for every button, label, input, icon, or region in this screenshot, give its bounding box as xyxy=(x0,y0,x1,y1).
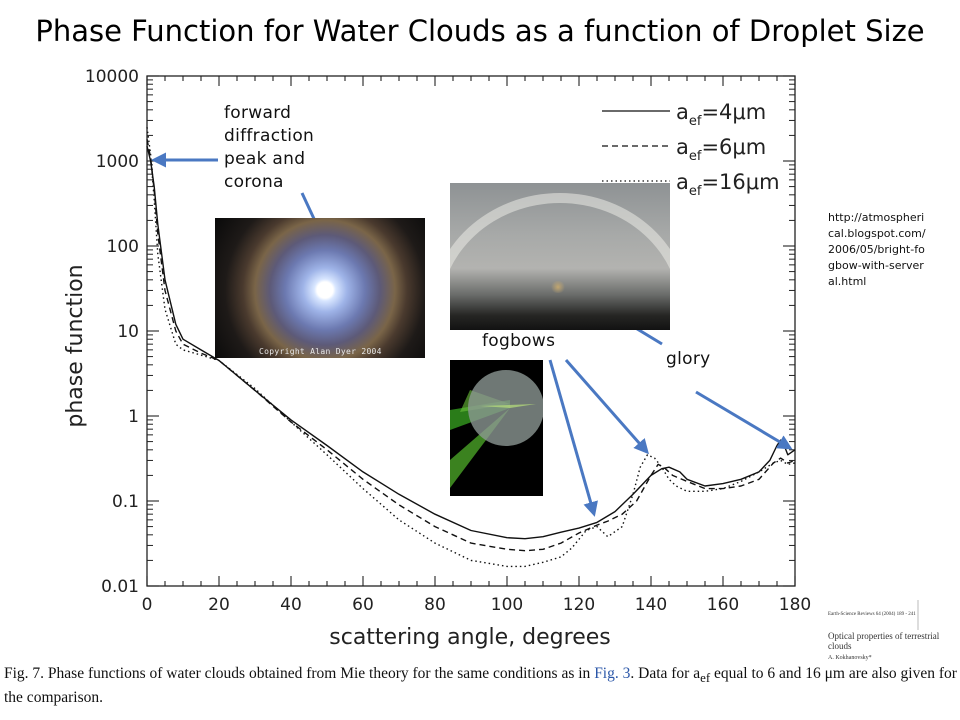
y-tick-label: 0.01 xyxy=(101,577,139,597)
annotation-glory: glory xyxy=(666,349,711,369)
journal-ref: Earth-Science Reviews 64 (2004) 189 - 24… xyxy=(828,612,916,617)
x-axis-label: scattering angle, degrees xyxy=(329,625,610,650)
y-tick-labels: 0.01 0.1 1 10 100 1000 10000 xyxy=(85,67,139,597)
y-tick-label: 10000 xyxy=(85,67,139,87)
caption-part2: . Data for a xyxy=(630,665,701,682)
series-line-dashed xyxy=(146,139,796,552)
corona-photo: Copyright Alan Dyer 2004 xyxy=(215,218,425,358)
x-tick-label: 80 xyxy=(424,595,446,615)
y-axis-label: phase function xyxy=(63,264,88,427)
caption-figure-link[interactable]: Fig. 3 xyxy=(594,665,631,682)
photo-credit: Copyright Alan Dyer 2004 xyxy=(259,347,382,356)
x-tick-label: 140 xyxy=(635,595,667,615)
caption-subscript: ef xyxy=(700,670,711,686)
caption-part3: equal to 6 and 16 μm are also given for … xyxy=(4,665,957,707)
figure-caption: Fig. 7. Phase functions of water clouds … xyxy=(4,664,960,708)
y-tick-label: 10 xyxy=(117,322,139,342)
axis-ticks xyxy=(146,75,796,587)
legend: aef=4μm aef=6μm aef=16μm xyxy=(602,100,780,199)
x-tick-labels: 0 20 40 60 80 100 120 140 160 180 xyxy=(142,595,812,615)
series-lines xyxy=(146,127,796,568)
annotation-forward-diffraction: forward diffraction peak and corona xyxy=(224,103,315,192)
arrow-to-fogbow-140 xyxy=(564,359,649,455)
y-tick-label: 0.1 xyxy=(112,492,139,512)
y-tick-label: 1 xyxy=(128,407,139,427)
x-tick-label: 0 xyxy=(142,595,153,615)
y-tick-label: 100 xyxy=(107,237,139,257)
x-tick-label: 20 xyxy=(208,595,230,615)
annotation-fogbows: fogbows xyxy=(482,331,556,351)
journal-snippet: Earth-Science Reviews 64 (2004) 189 - 24… xyxy=(828,612,948,661)
x-tick-label: 40 xyxy=(280,595,302,615)
fogbow-arc xyxy=(450,193,670,330)
legend-label: aef=6μm xyxy=(676,135,766,164)
journal-author: A. Kokhanovsky* xyxy=(828,655,872,661)
source-url: http://atmospherical.blogspot.com/2006/0… xyxy=(828,211,926,288)
slide-title: Phase Function for Water Clouds as a fun… xyxy=(35,14,925,48)
legend-label: aef=4μm xyxy=(676,100,766,129)
fogbow-photo xyxy=(450,183,670,330)
droplet-ray-diagram xyxy=(450,360,543,496)
x-tick-label: 100 xyxy=(491,595,523,615)
caption-part1: Fig. 7. Phase functions of water clouds … xyxy=(4,665,595,682)
glory-spot xyxy=(550,281,566,293)
x-tick-label: 160 xyxy=(707,595,739,615)
journal-title: Optical properties of terrestrial clouds xyxy=(828,631,940,651)
legend-label: aef=16μm xyxy=(676,170,780,199)
arrow-to-glory-peak xyxy=(695,390,793,450)
x-tick-label: 180 xyxy=(779,595,811,615)
y-tick-label: 1000 xyxy=(96,152,139,172)
arrow-to-fogbow-120 xyxy=(548,359,598,517)
x-tick-label: 120 xyxy=(563,595,595,615)
x-tick-label: 60 xyxy=(352,595,374,615)
